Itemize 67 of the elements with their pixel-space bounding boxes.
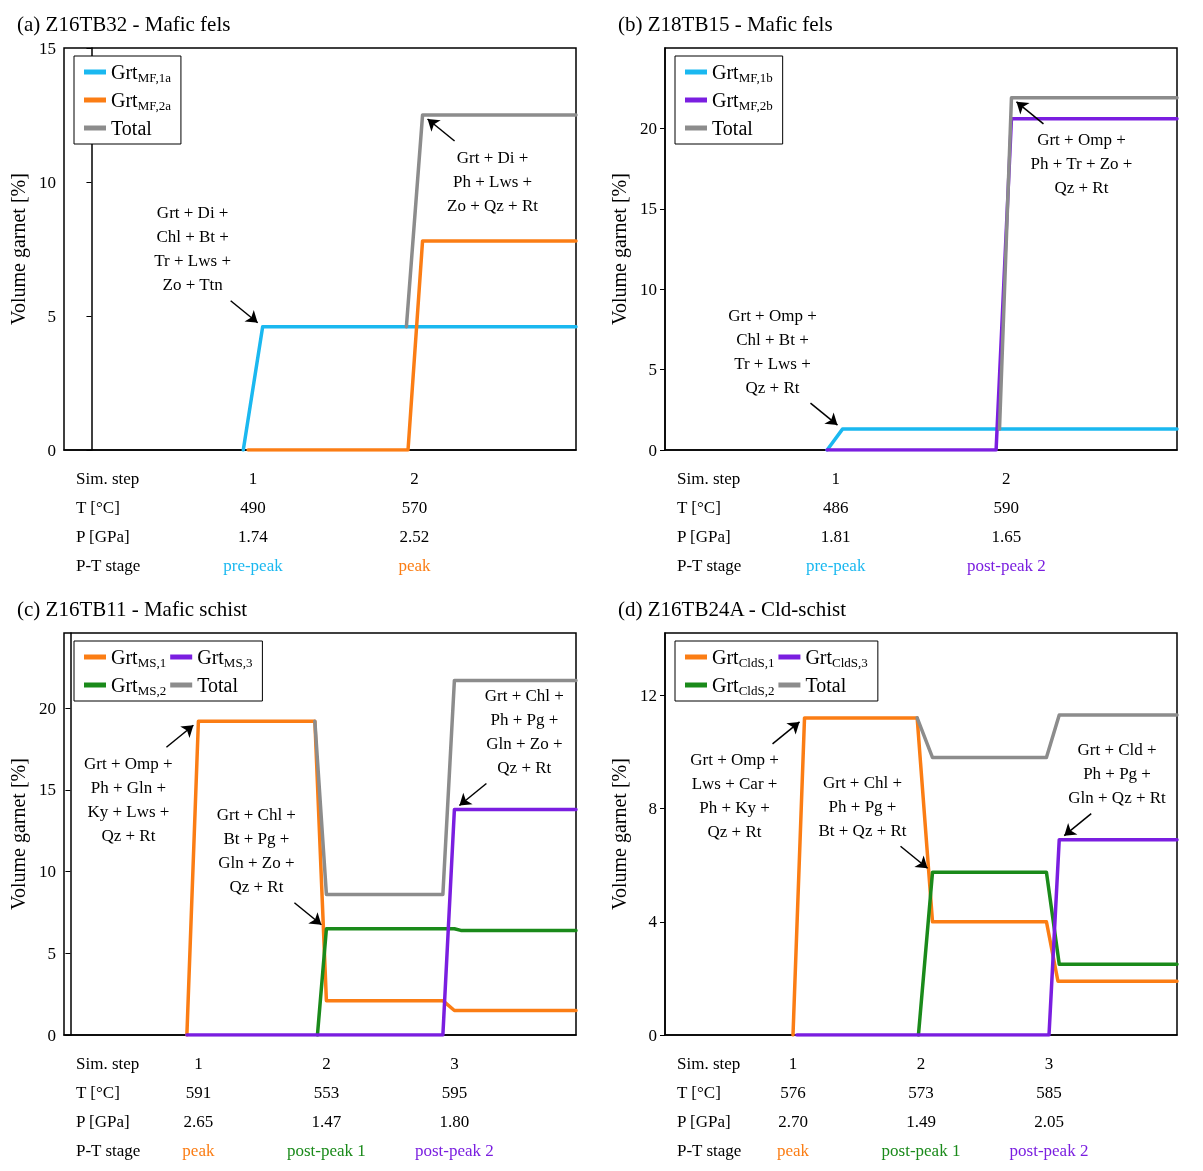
y-axis-title: Volume garnet [%] xyxy=(608,173,631,325)
text: T [°C] 591 553 595 xyxy=(76,1083,468,1102)
y-tick-label: 0 xyxy=(648,1025,657,1045)
x-axis-title: Sim. step xyxy=(677,469,741,488)
y-tick-label: 0 xyxy=(47,440,56,460)
text: T [°C] 576 573 585 xyxy=(677,1083,1062,1102)
x-axis-title: Sim. step xyxy=(76,469,140,488)
y-tick-label: 15 xyxy=(39,780,56,800)
y-axis-title: Volume garnet [%] xyxy=(608,758,631,910)
x-tick-label: 2 xyxy=(322,1054,331,1073)
text: P [GPa] 1.74 2.52 xyxy=(76,527,430,546)
x-tick-label: 1 xyxy=(248,469,258,488)
text: T [°C] 490 570 xyxy=(76,498,428,517)
text: P [GPa] 1.81 1.65 xyxy=(677,527,1022,546)
annotation: Grt + Chl + Ph + Pg + Gln + Zo + Qz + Rt xyxy=(484,685,564,777)
annotation: Grt + Chl + Ph + Pg + Bt + Qz + Rt xyxy=(818,772,907,840)
text: P-T stage pre-peak peak xyxy=(76,556,431,575)
y-tick-label: 20 xyxy=(640,118,657,138)
y-tick-label: 5 xyxy=(47,943,56,963)
legend-label: Total xyxy=(805,674,847,696)
y-tick-label: 20 xyxy=(39,698,56,718)
annotation: Grt + Omp + Lws + Car + Ph + Ky + Qz + Rt xyxy=(690,750,779,842)
legend-label: Total xyxy=(111,117,153,139)
annotation: Grt + Omp + Ph + Tr + Zo + Qz + Rt xyxy=(1030,130,1133,198)
x-tick-label: 1 xyxy=(788,1054,798,1073)
legend-label: Total xyxy=(712,117,754,139)
y-tick-label: 5 xyxy=(47,306,56,326)
x-tick-label: 1 xyxy=(831,469,840,488)
x-tick-label: 2 xyxy=(916,1054,926,1073)
annotation: Grt + Di + Chl + Bt + Tr + Lws + Zo + Ttn xyxy=(154,203,231,295)
x-axis-title: Sim. step xyxy=(76,1054,140,1073)
y-tick-label: 5 xyxy=(648,360,657,380)
annotation: Grt + Omp + Ph + Gln + Ky + Lws + Qz + Rt xyxy=(84,753,173,845)
x-tick-label: 2 xyxy=(1002,469,1011,488)
annotation: Grt + Di + Ph + Lws + Zo + Qz + Rt xyxy=(447,147,539,215)
text: P [GPa] 2.70 1.49 2.05 xyxy=(677,1112,1064,1131)
y-tick-label: 0 xyxy=(47,1025,56,1045)
text: P [GPa] 2.65 1.47 1.80 xyxy=(76,1112,470,1131)
text: P-T stage peak post-peak 1 post-peak 2 xyxy=(677,1141,1089,1160)
y-axis-title: Volume garnet [%] xyxy=(7,173,30,325)
y-tick-label: 0 xyxy=(648,440,657,460)
y-axis-title: Volume garnet [%] xyxy=(7,758,30,910)
annotation: Grt + Chl + Bt + Pg + Gln + Zo + Qz + Rt xyxy=(216,805,296,897)
line-series xyxy=(791,716,1179,1037)
annotation: Grt + Cld + Ph + Pg + Gln + Qz + Rt xyxy=(1068,740,1167,808)
x-tick-label: 3 xyxy=(450,1054,459,1073)
x-axis-title: Sim. step xyxy=(677,1054,741,1073)
y-tick-label: 15 xyxy=(39,38,56,58)
annotation: Grt + Omp + Chl + Bt + Tr + Lws + Qz + Rt xyxy=(728,305,817,397)
chart-title: (b) Z18TB15 - Mafic fels xyxy=(618,11,833,36)
x-tick-label: 3 xyxy=(1044,1054,1054,1073)
x-tick-label: 2 xyxy=(410,469,419,488)
y-tick-label: 10 xyxy=(39,172,56,192)
text: P-T stage peak post-peak 1 post-peak 2 xyxy=(76,1141,494,1160)
y-tick-label: 10 xyxy=(640,279,657,299)
chart-title: (a) Z16TB32 - Mafic fels xyxy=(17,11,231,36)
legend-label: Total xyxy=(197,674,239,696)
text: P-T stage pre-peak post-peak 2 xyxy=(677,556,1046,575)
y-tick-label: 10 xyxy=(39,862,56,882)
y-tick-label: 15 xyxy=(640,199,657,219)
y-tick-label: 12 xyxy=(640,685,657,705)
y-tick-label: 8 xyxy=(648,799,657,819)
x-tick-label: 1 xyxy=(194,1054,203,1073)
y-tick-label: 4 xyxy=(648,912,658,932)
text: T [°C] 486 590 xyxy=(677,498,1020,517)
chart-title: (d) Z16TB24A - Cld-schist xyxy=(618,596,847,621)
chart-title: (c) Z16TB11 - Mafic schist xyxy=(17,596,248,621)
